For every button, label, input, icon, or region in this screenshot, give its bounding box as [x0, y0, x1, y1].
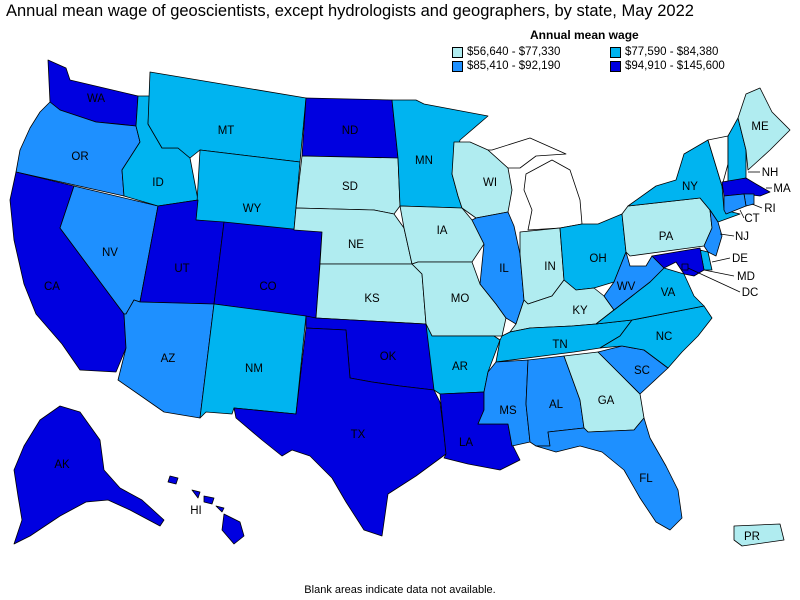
state-label-de: DE	[732, 253, 748, 265]
legend-label: $94,910 - $145,600	[625, 60, 725, 72]
state-label-mn: MN	[415, 155, 433, 167]
state-label-dc: DC	[742, 287, 759, 299]
legend-label: $56,640 - $77,330	[467, 46, 561, 58]
state-label-ga: GA	[598, 395, 615, 407]
state-label-nd: ND	[342, 125, 359, 137]
state-label-tn: TN	[552, 339, 567, 351]
state-dc[interactable]	[681, 263, 689, 271]
state-label-ca: CA	[44, 281, 60, 293]
state-label-in: IN	[544, 261, 556, 273]
state-pr[interactable]	[733, 523, 785, 547]
state-label-ak: AK	[54, 459, 70, 471]
state-mt[interactable]	[147, 71, 307, 163]
state-pa[interactable]	[621, 197, 713, 257]
state-label-nc: NC	[656, 331, 673, 343]
state-label-ks: KS	[364, 293, 380, 305]
state-wy[interactable]	[195, 149, 301, 231]
state-label-ky: KY	[572, 305, 588, 317]
state-label-ar: AR	[452, 361, 468, 373]
legend-title: Annual mean wage	[530, 28, 639, 42]
state-label-ia: IA	[437, 225, 448, 237]
state-label-ms: MS	[499, 405, 517, 417]
state-label-pr: PR	[744, 531, 760, 543]
legend-item-bin-3: $94,910 - $145,600	[610, 60, 770, 72]
state-label-wv: WV	[617, 281, 636, 293]
state-label-pa: PA	[659, 231, 674, 243]
state-label-va: VA	[661, 287, 676, 299]
legend-item-bin-1: $77,590 - $84,380	[610, 46, 770, 58]
state-ct[interactable]	[723, 193, 747, 215]
state-ak[interactable]	[13, 405, 165, 545]
state-label-fl: FL	[639, 473, 653, 485]
state-il[interactable]	[471, 211, 525, 325]
state-nc[interactable]	[599, 305, 713, 369]
state-label-il: IL	[499, 263, 509, 275]
legend-swatch	[452, 46, 463, 58]
legend-swatch	[610, 46, 621, 58]
state-label-la: LA	[459, 437, 473, 449]
legend-label: $85,410 - $92,190	[467, 60, 561, 72]
state-fl[interactable]	[535, 417, 683, 531]
state-label-md: MD	[737, 271, 755, 283]
state-label-me: ME	[751, 121, 769, 133]
legend: Annual mean wage $56,640 - $77,330 $77,5…	[452, 28, 782, 72]
state-label-nj: NJ	[735, 231, 749, 243]
state-label-sc: SC	[634, 365, 650, 377]
state-ma[interactable]	[721, 177, 771, 197]
state-ny[interactable]	[627, 139, 741, 223]
state-label-wa: WA	[87, 93, 105, 105]
legend-label: $77,590 - $84,380	[625, 46, 719, 58]
state-label-wy: WY	[243, 203, 262, 215]
state-mo[interactable]	[411, 261, 507, 337]
state-label-sd: SD	[342, 181, 358, 193]
state-label-id: ID	[152, 177, 164, 189]
state-me[interactable]	[737, 87, 791, 171]
state-label-ny: NY	[682, 181, 698, 193]
state-label-mt: MT	[218, 125, 235, 137]
state-label-oh: OH	[589, 253, 606, 265]
state-label-nv: NV	[102, 247, 118, 259]
legend-swatch	[610, 60, 621, 72]
legend-item-bin-2: $85,410 - $92,190	[452, 60, 602, 72]
label-leader-lines	[687, 171, 772, 293]
state-label-ma: MA	[773, 183, 791, 195]
state-label-ne: NE	[348, 239, 364, 251]
state-nm[interactable]	[199, 303, 307, 419]
state-label-az: AZ	[161, 353, 176, 365]
state-label-ok: OK	[380, 351, 397, 363]
state-nj[interactable]	[703, 209, 723, 257]
state-hi[interactable]	[167, 475, 245, 545]
state-label-co: CO	[259, 281, 276, 293]
state-label-tx: TX	[351, 429, 366, 441]
state-label-al: AL	[549, 399, 564, 411]
state-co[interactable]	[213, 221, 323, 319]
state-tx[interactable]	[233, 327, 447, 537]
map-title: Annual mean wage of geoscientists, excep…	[6, 2, 694, 20]
state-label-wi: WI	[483, 177, 497, 189]
state-label-mo: MO	[451, 293, 470, 305]
state-label-nh: NH	[762, 167, 779, 179]
state-label-ri: RI	[764, 203, 776, 215]
state-label-ut: UT	[174, 263, 189, 275]
legend-swatch	[452, 60, 463, 72]
state-label-ct: CT	[744, 213, 759, 225]
state-label-nm: NM	[245, 363, 263, 375]
legend-item-bin-0: $56,640 - $77,330	[452, 46, 602, 58]
footnote: Blank areas indicate data not available.	[304, 584, 496, 596]
state-label-or: OR	[71, 151, 88, 163]
state-label-hi: HI	[190, 505, 202, 517]
